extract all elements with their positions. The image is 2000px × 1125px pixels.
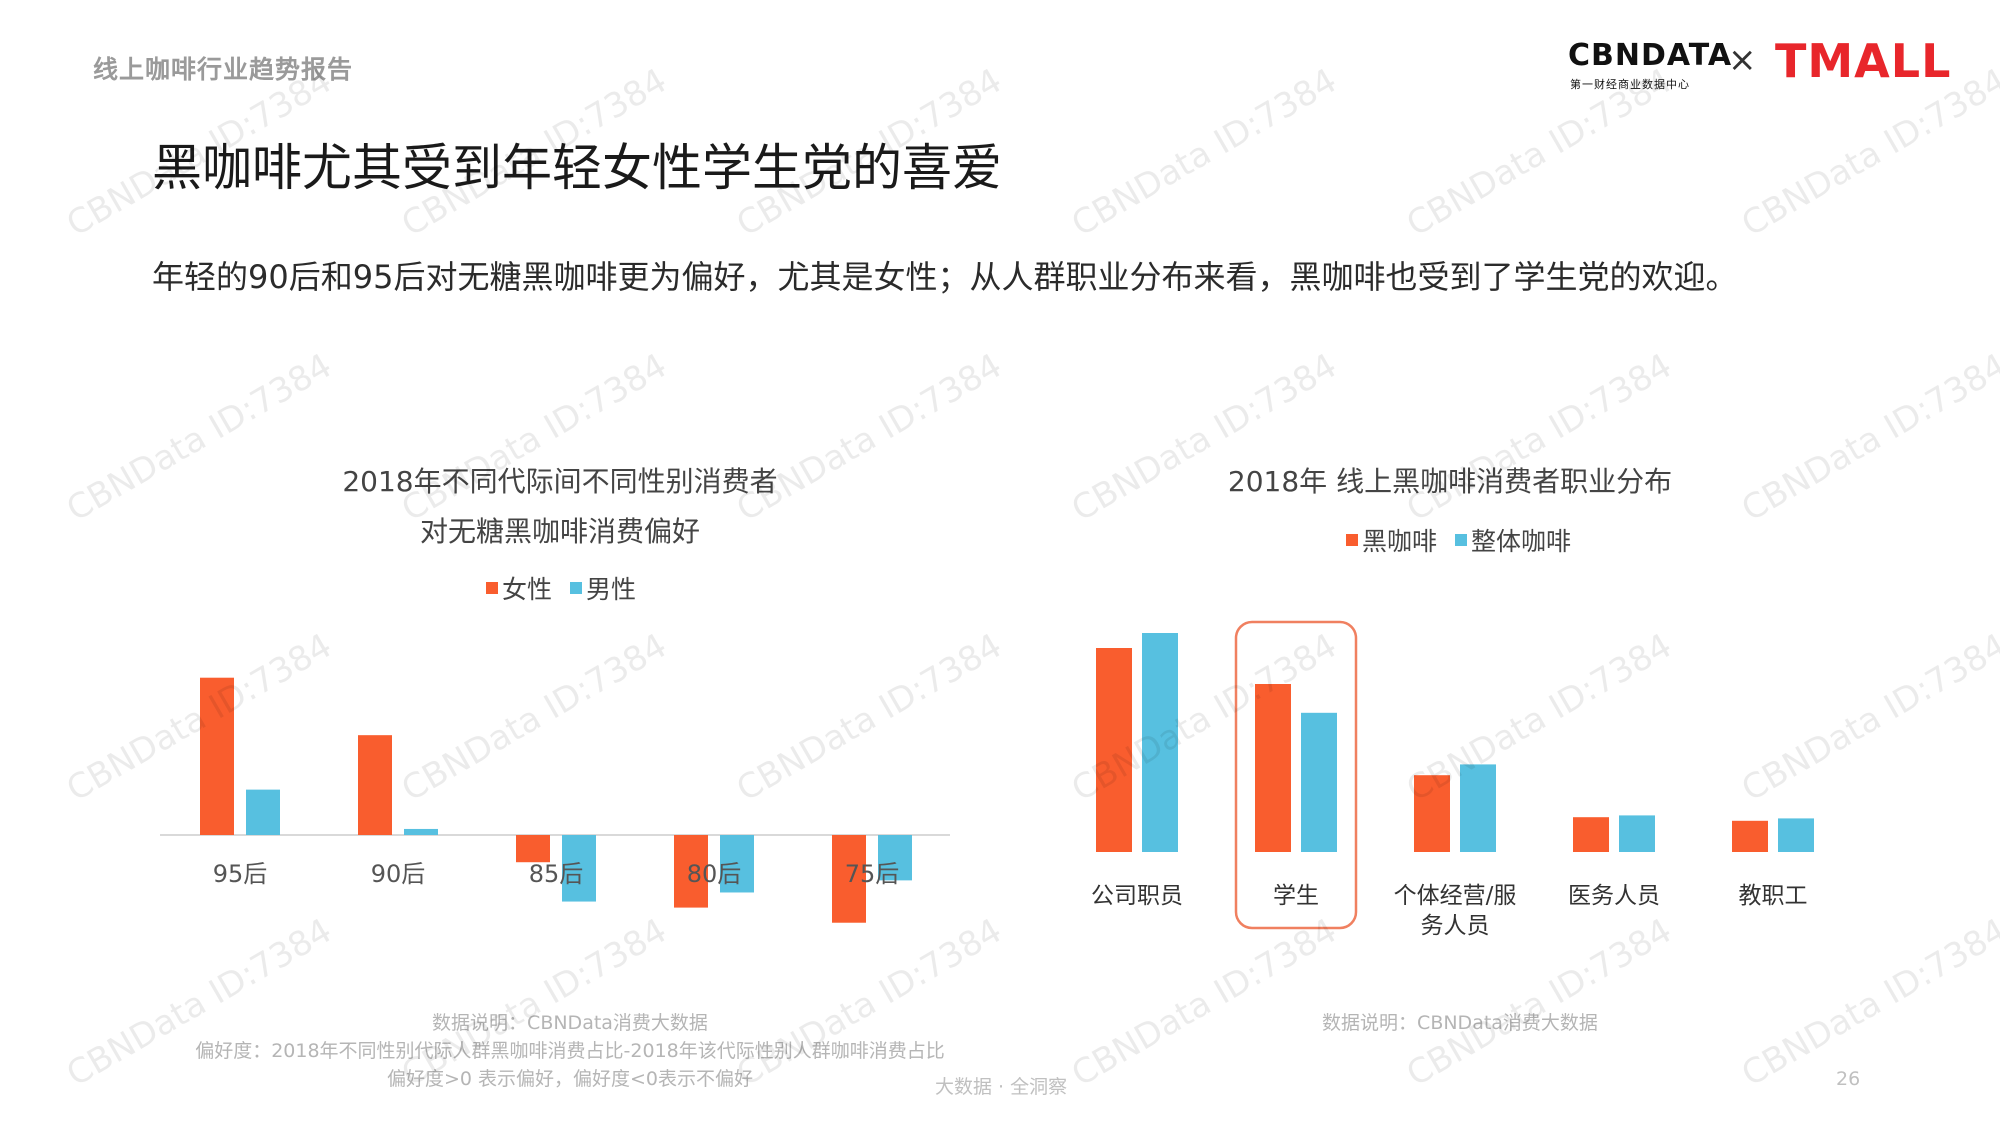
right-bar-all-coffee-2 xyxy=(1460,764,1496,852)
left-note-line3: 偏好度>0 表示偏好，偏好度<0表示不偏好 xyxy=(386,1068,754,1090)
left-bar-female-0 xyxy=(200,677,234,835)
right-bar-all-coffee-3 xyxy=(1619,815,1655,852)
legend-item-male: 男性 xyxy=(570,570,636,606)
left-tick-label-1: 90后 xyxy=(371,860,426,888)
left-bar-female-2 xyxy=(516,835,550,863)
right-tick-label-0: 公司职员 xyxy=(1091,883,1183,909)
right-chart: 公司职员 学生 个体经营/服务人员 医务人员 教职工 xyxy=(1091,620,1814,939)
left-bar-male-4 xyxy=(878,835,912,881)
legend-swatch-all-coffee xyxy=(1455,534,1468,546)
legend-label-female: 女性 xyxy=(502,575,553,604)
legend-item-black-coffee: 黑咖啡 xyxy=(1346,522,1437,558)
left-tick-label-3: 80后 xyxy=(687,860,742,888)
cbndata-logo-sub: 第一财经商业数据中心 xyxy=(1570,78,1690,91)
right-tick-label-3: 医务人员 xyxy=(1568,883,1660,909)
right-bar-all-coffee-0 xyxy=(1142,633,1178,852)
left-bar-male-1 xyxy=(404,828,438,835)
legend-label-black-coffee: 黑咖啡 xyxy=(1362,527,1438,556)
highlight-frame-student xyxy=(1234,620,1358,930)
cbndata-logo: CBNDATA xyxy=(1568,38,1733,73)
right-bar-black-coffee-0 xyxy=(1096,648,1132,852)
collab-x-icon: × xyxy=(1728,40,1757,80)
tmall-logo: TMALL xyxy=(1775,34,1952,88)
right-bar-all-coffee-1 xyxy=(1301,712,1337,852)
right-chart-title: 2018年 线上黑咖啡消费者职业分布 xyxy=(1227,465,1673,498)
legend-label-male: 男性 xyxy=(586,575,637,604)
left-tick-label-4: 75后 xyxy=(845,860,900,888)
left-chart: 95后 90后 85后 80后 75后 xyxy=(160,677,950,923)
legend-label-all-coffee: 整体咖啡 xyxy=(1471,527,1572,556)
legend-swatch-black-coffee xyxy=(1346,534,1358,546)
legend-item-all-coffee: 整体咖啡 xyxy=(1455,522,1571,558)
left-chart-title-line2: 对无糖黑咖啡消费偏好 xyxy=(419,515,700,548)
left-bar-female-1 xyxy=(358,735,392,835)
slide-title: 黑咖啡尤其受到年轻女性学生党的喜爱 xyxy=(152,139,1002,197)
right-tick-label-1: 学生 xyxy=(1273,883,1319,909)
left-bar-female-3 xyxy=(674,835,708,908)
left-chart-legend: 女性 男性 xyxy=(486,570,654,606)
left-note-line1: 数据说明：CBNData消费大数据 xyxy=(432,1012,708,1034)
slide-subtitle: 年轻的90后和95后对无糖黑咖啡更为偏好，尤其是女性；从人群职业分布来看，黑咖啡… xyxy=(152,258,1738,296)
brand-logo: CBNDATA 第一财经商业数据中心 × TMALL xyxy=(1568,34,1950,98)
right-tick-label-2: 个体经营/服务人员 xyxy=(1394,883,1517,939)
right-note-line1: 数据说明：CBNData消费大数据 xyxy=(1322,1012,1598,1034)
report-label: 线上咖啡行业趋势报告 xyxy=(93,55,354,84)
right-bar-black-coffee-1 xyxy=(1255,684,1291,852)
right-tick-label-4: 教职工 xyxy=(1739,883,1808,909)
legend-swatch-male xyxy=(570,582,583,594)
right-chart-legend: 黑咖啡 整体咖啡 xyxy=(1346,522,1589,558)
left-bar-female-4 xyxy=(832,835,866,923)
left-tick-label-0: 95后 xyxy=(213,860,268,888)
left-bar-male-2 xyxy=(562,835,596,902)
right-bar-black-coffee-2 xyxy=(1414,775,1450,852)
left-chart-title-line1: 2018年不同代际间不同性别消费者 xyxy=(342,465,778,498)
left-bar-male-0 xyxy=(246,789,280,835)
right-bar-all-coffee-4 xyxy=(1778,818,1814,852)
right-bar-black-coffee-4 xyxy=(1732,820,1768,852)
legend-swatch-female xyxy=(486,582,498,594)
page-number: 26 xyxy=(1836,1068,1861,1090)
left-bar-male-3 xyxy=(720,835,754,893)
left-note-line2: 偏好度：2018年不同性别代际人群黑咖啡消费占比-2018年该代际性别人群咖啡消… xyxy=(195,1040,945,1062)
left-tick-label-2: 85后 xyxy=(529,860,584,888)
right-bar-black-coffee-3 xyxy=(1573,817,1609,852)
footer-tagline: 大数据 · 全洞察 xyxy=(935,1076,1068,1098)
legend-item-female: 女性 xyxy=(486,570,552,606)
